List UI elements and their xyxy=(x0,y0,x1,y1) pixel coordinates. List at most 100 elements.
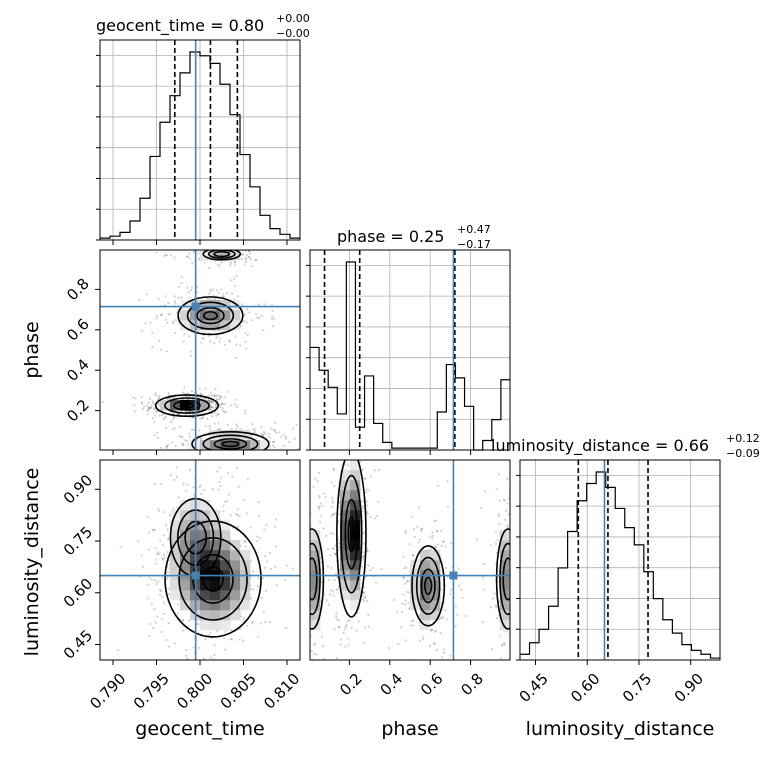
sample-point xyxy=(409,624,412,627)
sample-point xyxy=(155,431,159,435)
sample-point xyxy=(208,665,210,667)
sample-point xyxy=(304,442,306,444)
density-cell xyxy=(230,590,241,601)
sample-point xyxy=(217,413,220,416)
sample-point xyxy=(513,547,515,549)
contour-line xyxy=(310,542,321,616)
sample-point xyxy=(141,330,144,333)
sample-point xyxy=(277,663,279,665)
contour-line xyxy=(411,545,446,627)
sample-point xyxy=(150,578,153,581)
sample-point xyxy=(244,260,248,263)
sample-point xyxy=(251,570,255,573)
x-tick-label-phase: 0.6 xyxy=(417,670,447,700)
sample-point xyxy=(280,435,283,439)
sample-point xyxy=(458,584,461,587)
y-tick-label-phase: 0.8 xyxy=(63,275,93,305)
sample-point xyxy=(441,616,444,619)
sample-point xyxy=(444,545,447,548)
sample-point xyxy=(215,337,218,340)
sample-point xyxy=(183,392,186,395)
sample-point xyxy=(210,400,213,404)
sample-point xyxy=(230,292,234,295)
sample-point xyxy=(237,485,240,488)
density-cell xyxy=(350,470,361,481)
sample-point xyxy=(333,552,337,555)
sample-point xyxy=(173,256,176,259)
sample-point xyxy=(510,656,512,658)
sample-point xyxy=(179,246,181,248)
sample-point xyxy=(521,593,523,595)
sample-point xyxy=(512,593,514,595)
sample-point xyxy=(515,677,517,679)
x-tick-label-geocent_time: 0.790 xyxy=(86,670,129,713)
sample-point xyxy=(338,453,340,455)
sample-point xyxy=(274,518,277,521)
sample-point xyxy=(190,456,192,458)
sample-point xyxy=(440,656,444,659)
sample-point xyxy=(520,609,522,611)
sample-point xyxy=(167,645,171,648)
x-tick-label-luminosity_distance: 0.75 xyxy=(619,670,655,706)
sample-point xyxy=(154,562,157,565)
sample-point xyxy=(331,546,334,550)
sample-point xyxy=(504,518,507,521)
sample-point xyxy=(338,626,341,629)
sample-point xyxy=(330,505,333,508)
sample-point xyxy=(161,557,164,560)
contour-line xyxy=(213,438,248,450)
sample-point xyxy=(210,394,213,397)
density-cell xyxy=(310,530,321,541)
sample-point xyxy=(314,477,317,480)
sample-point xyxy=(217,413,220,416)
sample-point xyxy=(271,318,274,321)
sample-point xyxy=(404,599,407,602)
sample-point xyxy=(274,565,277,568)
sample-point xyxy=(198,246,200,248)
sample-point xyxy=(327,603,330,606)
density-cell xyxy=(420,610,431,621)
sample-point xyxy=(362,591,366,594)
sample-point xyxy=(166,453,168,455)
sample-point xyxy=(355,629,358,632)
sample-point xyxy=(241,252,245,256)
contour-line xyxy=(154,394,220,418)
sample-point xyxy=(412,619,415,622)
sample-point xyxy=(208,292,211,295)
joint-panel-phase_vs_geocent_time xyxy=(99,246,306,458)
contour-line xyxy=(173,400,201,411)
sample-point xyxy=(238,344,242,347)
sample-point xyxy=(158,339,161,343)
sample-point xyxy=(167,301,170,304)
sample-point xyxy=(192,247,194,249)
y-axis-label-luminosity-distance: luminosity_distance xyxy=(21,468,43,657)
sample-point xyxy=(166,397,169,400)
density-cell xyxy=(350,520,361,531)
sample-point xyxy=(413,535,416,538)
sample-point xyxy=(224,630,227,633)
sample-point xyxy=(213,411,216,414)
sample-point xyxy=(187,432,190,435)
contour-line xyxy=(186,301,235,330)
density-cell xyxy=(200,530,211,541)
density-cell xyxy=(230,320,241,331)
sample-point xyxy=(244,258,247,261)
sample-point xyxy=(187,296,191,300)
sample-point xyxy=(315,702,317,704)
sample-point xyxy=(331,665,333,667)
sample-point xyxy=(403,567,406,570)
sample-point xyxy=(173,478,176,482)
density-cell xyxy=(500,530,510,541)
x-axis-label-phase: phase xyxy=(381,718,438,740)
sample-point xyxy=(449,654,452,657)
sample-point xyxy=(234,452,236,454)
sample-point xyxy=(305,557,307,559)
sample-point xyxy=(353,451,355,453)
sample-point xyxy=(253,428,256,431)
density-cell xyxy=(500,580,510,591)
sample-point xyxy=(210,405,213,408)
sample-point xyxy=(507,497,510,500)
sample-point xyxy=(197,623,200,626)
sample-point xyxy=(227,493,231,496)
sample-point xyxy=(347,643,350,647)
